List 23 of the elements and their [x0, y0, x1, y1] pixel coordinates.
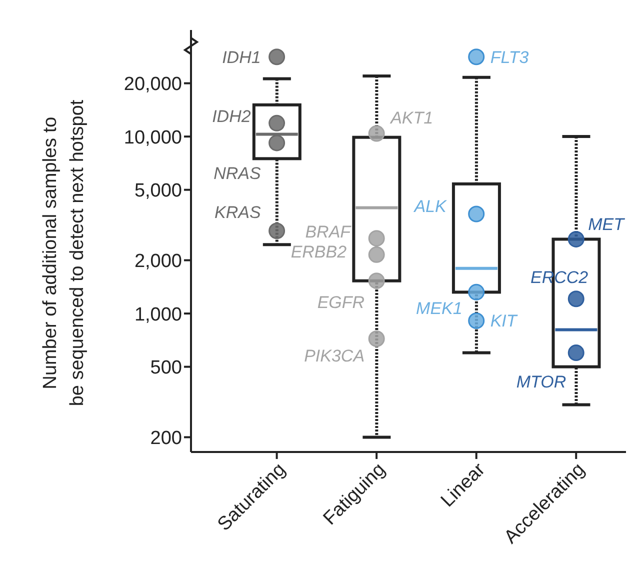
y-tick-label: 2,000 [134, 250, 182, 272]
data-label: EGFR [317, 292, 365, 312]
y-tick-label: 1,000 [134, 304, 182, 326]
data-label: MTOR [516, 372, 566, 392]
data-label: ALK [413, 196, 447, 216]
data-label: BRAF [305, 222, 352, 242]
data-label: FLT3 [490, 48, 530, 67]
y-tick-label: 500 [150, 358, 182, 379]
data-label: KIT [490, 312, 518, 331]
data-label: NRAS [214, 164, 262, 183]
data-label: MET [588, 215, 626, 234]
data-label: IDH2 [212, 107, 252, 126]
data-label: PIK3CA [304, 346, 365, 366]
data-label: KRAS [214, 202, 262, 222]
y-tick-label: 200 [150, 428, 182, 449]
y-tick-label: 10,000 [124, 127, 182, 148]
y-tick-label: 20,000 [124, 74, 182, 96]
data-label: MEK1 [416, 299, 462, 318]
y-axis-title: Number of additional samples to be sequenced to detect next hotspot [40, 99, 88, 406]
data-label: ERBB2 [290, 242, 348, 262]
data-label: IDH1 [222, 48, 261, 67]
y-tick-label: 5,000 [134, 180, 182, 202]
data-label: AKT1 [390, 108, 434, 128]
